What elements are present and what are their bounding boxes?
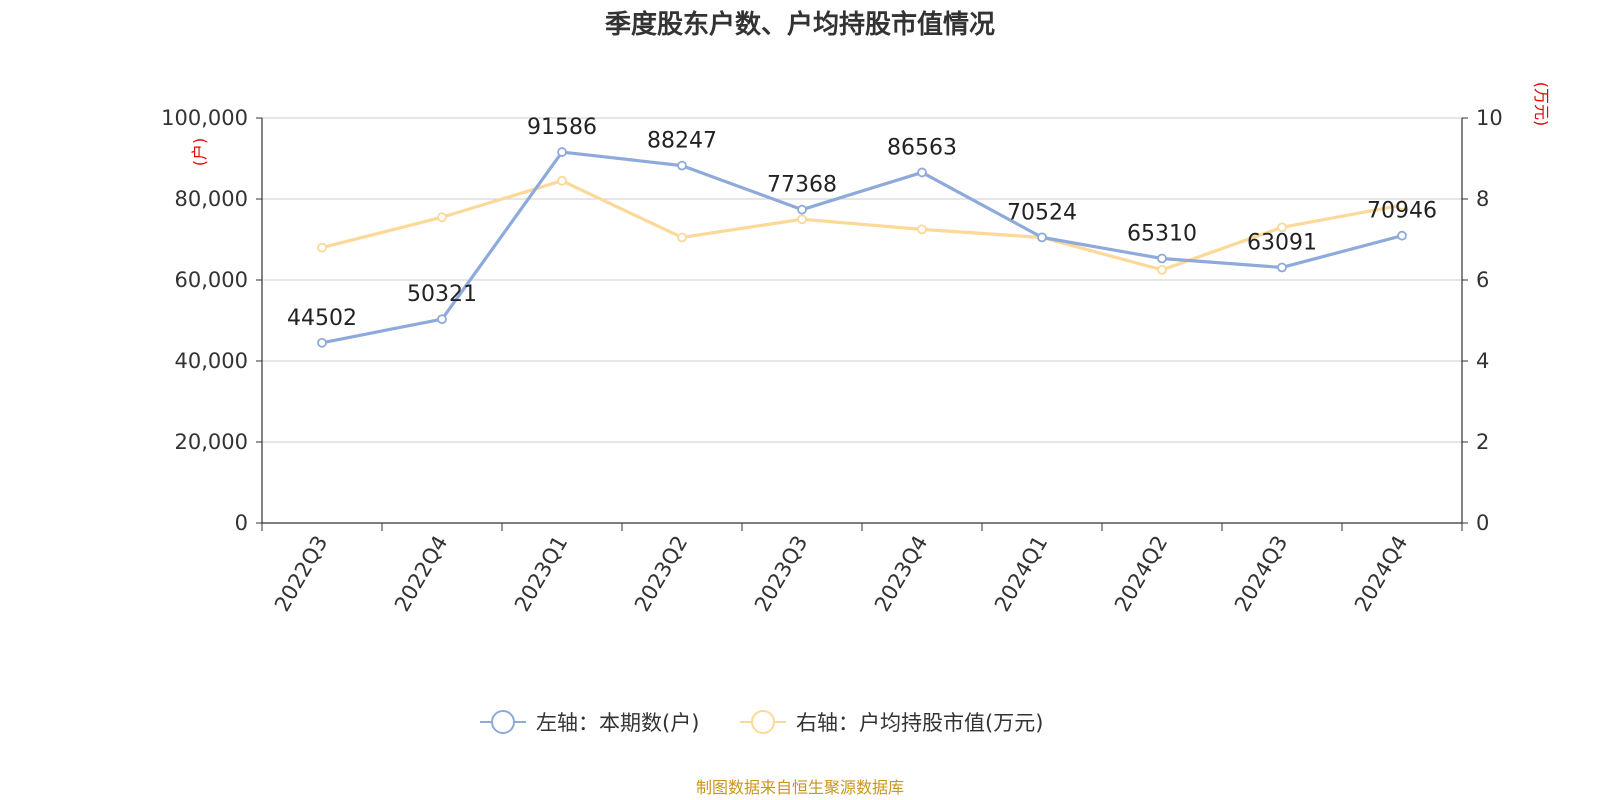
series-lines	[317, 147, 1407, 348]
data-label: 63091	[1247, 230, 1317, 255]
x-axis-tick-label: 2023Q2	[630, 532, 692, 616]
right-axis-tick-label: 4	[1476, 349, 1489, 373]
legend-label: 右轴：户均持股市值(万元)	[796, 711, 1043, 735]
right-axis-tick-label: 10	[1476, 106, 1503, 130]
data-point-series-1	[1277, 262, 1287, 273]
data-point-series-2	[557, 175, 567, 186]
axes: 0 20,000 40,000 60,000 80,000 100,000 0 2 4 6 8 10 2…	[161, 82, 1551, 616]
left-axis-tick-label: 60,000	[175, 268, 248, 292]
data-label: 44502	[287, 306, 357, 331]
left-axis-tick-label: 100,000	[161, 106, 248, 130]
left-axis-tick-label: 80,000	[175, 187, 248, 211]
x-axis-tick-label: 2023Q4	[870, 532, 932, 616]
source-note: 制图数据来自恒生聚源数据库	[696, 778, 904, 797]
data-point-series-2	[1397, 200, 1407, 210]
data-label: 91586	[527, 115, 597, 140]
data-label: 65310	[1127, 221, 1197, 246]
left-axis-tick-label: 0	[235, 511, 248, 535]
data-label: 88247	[647, 129, 717, 154]
legend-circle-icon	[491, 710, 515, 734]
data-point-series-2	[917, 224, 927, 235]
legend[interactable]: 左轴：本期数(户) 右轴：户均持股市值(万元)	[480, 710, 1043, 735]
grid-lines	[262, 117, 1462, 443]
right-axis-tick-label: 2	[1476, 430, 1489, 454]
x-axis-tick-label: 2024Q2	[1110, 532, 1172, 616]
x-axis-tick-label: 2024Q4	[1350, 532, 1412, 616]
series-line-1	[321, 150, 1403, 345]
right-axis-tick-label: 8	[1476, 187, 1489, 211]
data-point-series-1	[557, 147, 567, 157]
data-point-series-1	[1397, 230, 1407, 241]
right-axis-unit-label: (万元)	[1532, 82, 1551, 127]
data-point-series-2	[317, 242, 327, 253]
x-axis-tick-label: 2022Q4	[390, 532, 452, 616]
right-axis-tick-label: 0	[1476, 511, 1489, 535]
data-label: 86563	[887, 135, 957, 160]
right-axis-tick-label: 6	[1476, 268, 1489, 292]
data-point-series-2	[797, 214, 807, 225]
data-point-series-1	[1037, 232, 1047, 243]
x-axis-tick-label: 2022Q3	[270, 532, 332, 616]
data-point-series-2	[1157, 264, 1167, 275]
data-labels: 44502 50321 91586 88247 77368 86563 70524 65310…	[287, 115, 1437, 331]
left-axis-tick-label: 20,000	[175, 430, 248, 454]
data-point-series-1	[917, 167, 927, 178]
data-label: 70946	[1367, 199, 1437, 224]
data-point-series-2	[677, 232, 687, 243]
data-point-series-1	[317, 337, 327, 348]
data-point-series-1	[677, 160, 687, 171]
x-axis-tick-label: 2024Q1	[990, 532, 1052, 616]
legend-circle-icon	[751, 710, 775, 734]
data-point-series-2	[437, 212, 447, 223]
data-point-series-1	[437, 314, 447, 325]
data-label: 77368	[767, 173, 837, 198]
x-axis-tick-label: 2024Q3	[1230, 532, 1292, 616]
data-label: 70524	[1007, 200, 1077, 225]
x-axis-tick-label: 2023Q1	[510, 532, 572, 616]
data-label: 50321	[407, 282, 477, 307]
data-point-series-2	[1277, 222, 1287, 233]
series-line-2	[321, 179, 1403, 272]
data-point-series-1	[797, 204, 807, 215]
left-axis-tick-label: 40,000	[175, 349, 248, 373]
data-point-series-1	[1157, 253, 1167, 264]
left-axis-unit-label: (户)	[190, 138, 209, 167]
x-axis-tick-label: 2023Q3	[750, 532, 812, 616]
chart-title: 季度股东户数、户均持股市值情况	[605, 9, 995, 40]
legend-label: 左轴：本期数(户)	[536, 711, 699, 735]
